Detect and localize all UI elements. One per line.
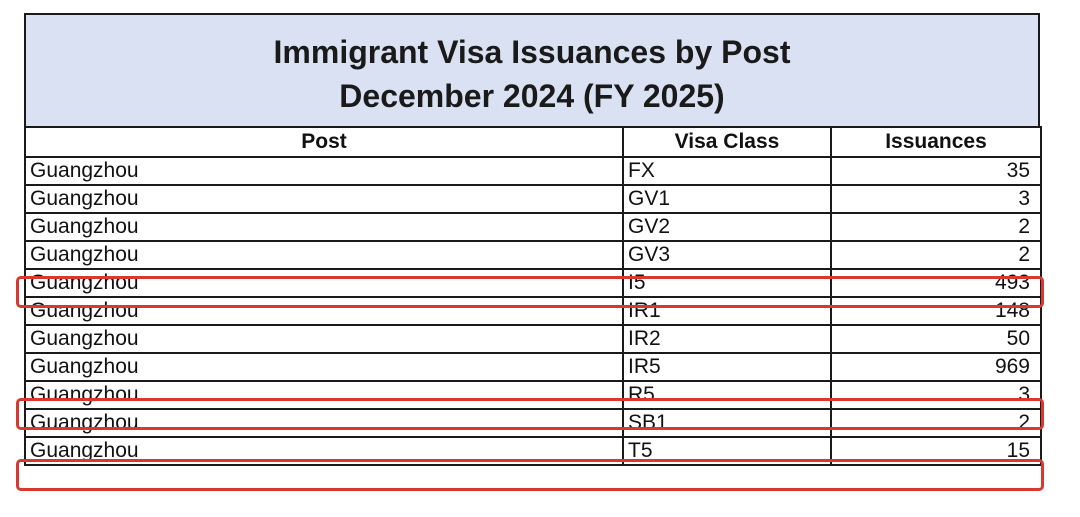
table-row: Guangzhou I5 493 (24, 268, 1042, 298)
visa-class-cell: IR1 (622, 296, 832, 326)
post-cell: Guangzhou (24, 212, 624, 242)
post-cell: Guangzhou (24, 380, 624, 410)
visa-class-cell: GV2 (622, 212, 832, 242)
post-cell: Guangzhou (24, 184, 624, 214)
post-cell: Guangzhou (24, 240, 624, 270)
table-row: Guangzhou FX 35 (24, 156, 1042, 186)
issuances-cell: 3 (830, 380, 1042, 410)
post-cell: Guangzhou (24, 324, 624, 354)
table-row: Guangzhou GV2 2 (24, 212, 1042, 242)
report-title-box: Immigrant Visa Issuances by Post Decembe… (24, 13, 1040, 128)
post-cell: Guangzhou (24, 408, 624, 438)
issuances-cell: 15 (830, 436, 1042, 466)
table-row: Guangzhou IR2 50 (24, 324, 1042, 354)
column-header-visa-class: Visa Class (622, 126, 832, 158)
issuances-cell: 2 (830, 408, 1042, 438)
table-row: Guangzhou GV3 2 (24, 240, 1042, 270)
issuances-cell: 148 (830, 296, 1042, 326)
visa-class-cell: GV1 (622, 184, 832, 214)
table-header-row: Post Visa Class Issuances (24, 126, 1042, 158)
visa-class-cell: I5 (622, 268, 832, 298)
table-row: Guangzhou IR1 148 (24, 296, 1042, 326)
table-row: Guangzhou SB1 2 (24, 408, 1042, 438)
table-row: Guangzhou GV1 3 (24, 184, 1042, 214)
table-row: Guangzhou T5 15 (24, 436, 1042, 466)
report-title: Immigrant Visa Issuances by Post (273, 34, 791, 70)
issuances-cell: 3 (830, 184, 1042, 214)
column-header-issuances: Issuances (830, 126, 1042, 158)
visa-class-cell: FX (622, 156, 832, 186)
document: Immigrant Visa Issuances by Post Decembe… (16, 13, 1044, 497)
visa-class-cell: SB1 (622, 408, 832, 438)
issuances-cell: 493 (830, 268, 1042, 298)
visa-class-cell: R5 (622, 380, 832, 410)
issuances-cell: 50 (830, 324, 1042, 354)
report-period: December 2024 (FY 2025) (339, 78, 725, 114)
visa-class-cell: GV3 (622, 240, 832, 270)
issuances-cell: 2 (830, 212, 1042, 242)
table-row: Guangzhou IR5 969 (24, 352, 1042, 382)
post-cell: Guangzhou (24, 296, 624, 326)
issuances-cell: 35 (830, 156, 1042, 186)
issuances-cell: 969 (830, 352, 1042, 382)
column-header-post: Post (24, 126, 624, 158)
issuance-table: Post Visa Class Issuances Guangzhou FX 3… (24, 126, 1042, 466)
visa-class-cell: T5 (622, 436, 832, 466)
post-cell: Guangzhou (24, 352, 624, 382)
post-cell: Guangzhou (24, 436, 624, 466)
post-cell: Guangzhou (24, 156, 624, 186)
table-row: Guangzhou R5 3 (24, 380, 1042, 410)
issuances-cell: 2 (830, 240, 1042, 270)
visa-class-cell: IR2 (622, 324, 832, 354)
post-cell: Guangzhou (24, 268, 624, 298)
visa-class-cell: IR5 (622, 352, 832, 382)
